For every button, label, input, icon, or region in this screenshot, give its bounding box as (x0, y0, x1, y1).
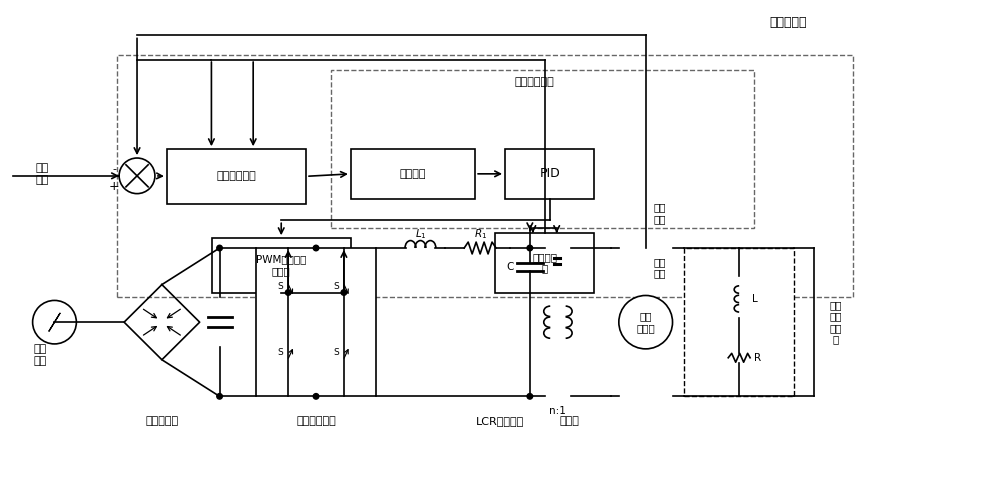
Bar (505, 149, 594, 199)
Text: $L_1$: $L_1$ (415, 227, 426, 241)
Bar (684, 248, 794, 396)
Text: 采樣
電流: 采樣 電流 (653, 203, 666, 224)
Text: S: S (333, 348, 339, 358)
Circle shape (33, 300, 76, 344)
Text: 電流
互感器: 電流 互感器 (636, 311, 655, 333)
Bar (495, 233, 594, 292)
Text: 變壓器: 變壓器 (560, 416, 580, 426)
Text: S: S (277, 281, 283, 290)
Circle shape (341, 290, 347, 295)
Bar (167, 149, 306, 204)
Text: 電流負反饋: 電流負反饋 (770, 16, 807, 29)
Text: 前饋補償: 前饋補償 (400, 169, 426, 179)
Text: PID: PID (539, 167, 560, 180)
Text: -: - (112, 164, 116, 174)
Circle shape (619, 295, 673, 349)
Bar (351, 149, 475, 199)
Text: LCR濾波電路: LCR濾波電路 (476, 416, 524, 426)
Bar (212, 238, 351, 292)
Circle shape (285, 290, 291, 295)
Circle shape (313, 245, 319, 251)
Text: C: C (506, 262, 514, 272)
Circle shape (527, 393, 533, 399)
Text: 求解數學模型: 求解數學模型 (515, 77, 555, 87)
Circle shape (217, 245, 222, 251)
Text: 電壓互感
器: 電壓互感 器 (532, 252, 557, 273)
Text: $R_1$: $R_1$ (474, 227, 487, 241)
Circle shape (313, 393, 319, 399)
Circle shape (217, 393, 222, 399)
Text: 參考
輸入: 參考 輸入 (36, 163, 49, 185)
Text: 全橋逆變電路: 全橋逆變電路 (296, 416, 336, 426)
Text: 交流
輸入: 交流 輸入 (34, 344, 47, 366)
Circle shape (119, 158, 155, 194)
Bar (331, 70, 754, 228)
Text: S: S (333, 281, 339, 290)
Text: PWM占空比調
制驅動: PWM占空比調 制驅動 (256, 254, 306, 276)
Text: +: + (109, 180, 119, 193)
Text: R: R (754, 353, 762, 363)
Circle shape (527, 245, 533, 251)
Bar (256, 248, 376, 396)
Text: n:1: n:1 (549, 406, 566, 416)
Text: 阻抗在線識別: 阻抗在線識別 (217, 171, 256, 181)
Bar (117, 55, 853, 297)
Text: S: S (277, 348, 283, 358)
Text: 斷路
器等
效模
型: 斷路 器等 效模 型 (829, 300, 842, 345)
Text: 采樣
電壓: 采樣 電壓 (653, 257, 666, 278)
Text: L: L (752, 294, 758, 304)
Text: 整流橋電路: 整流橋電路 (145, 416, 178, 426)
